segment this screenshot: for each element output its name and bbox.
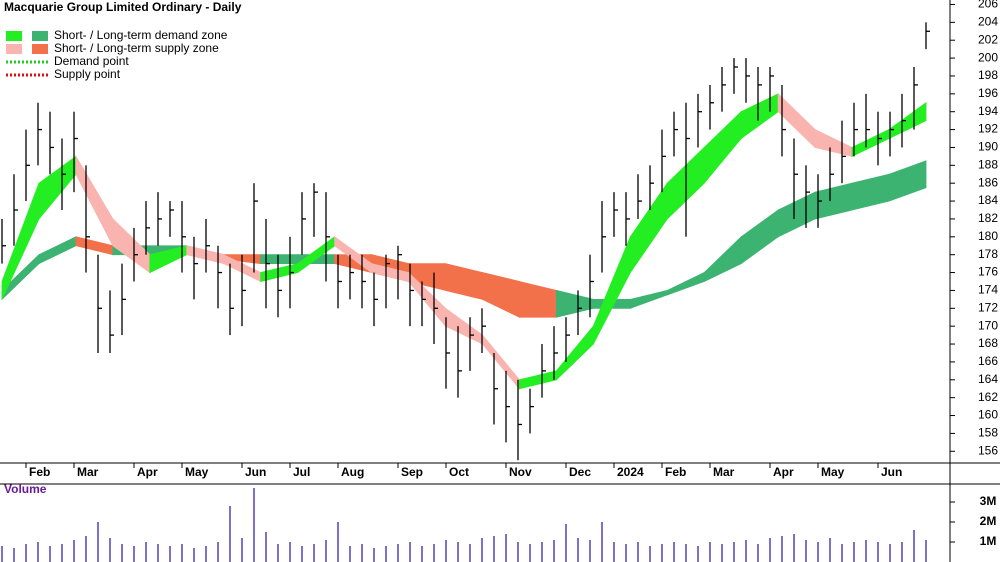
x-tick-label: Jul — [293, 465, 310, 479]
long-term-zone — [888, 160, 927, 202]
y-tick-label: 192 — [978, 122, 998, 136]
y-tick-label: 160 — [978, 408, 998, 422]
x-tick-label: Aug — [341, 465, 364, 479]
y-tick-label: 202 — [978, 32, 998, 46]
x-tick-label: Mar — [77, 465, 99, 479]
x-tick-label: Sep — [401, 465, 423, 479]
x-tick-label: Dec — [569, 465, 591, 479]
x-tick-label: Oct — [449, 465, 469, 479]
y-tick-label: 184 — [978, 193, 998, 207]
legend-swatch — [6, 44, 22, 54]
y-tick-label: 166 — [978, 354, 998, 368]
y-tick-label: 196 — [978, 86, 998, 100]
y-tick-label: 172 — [978, 300, 998, 314]
x-tick-label: Jun — [881, 465, 902, 479]
volume-title: Volume — [4, 482, 47, 496]
y-tick-label: 170 — [978, 318, 998, 332]
legend-label: Supply point — [54, 67, 121, 81]
y-tick-label: 188 — [978, 157, 998, 171]
y-tick-label: 200 — [978, 50, 998, 64]
y-tick-label: 206 — [978, 0, 998, 11]
y-tick-label: 190 — [978, 140, 998, 154]
y-tick-label: 180 — [978, 229, 998, 243]
y-tick-label: 178 — [978, 247, 998, 261]
y-tick-label: 174 — [978, 283, 998, 297]
y-tick-label: 156 — [978, 443, 998, 457]
y-tick-label: 194 — [978, 104, 998, 118]
x-tick-label: May — [821, 465, 845, 479]
x-tick-label: Feb — [665, 465, 686, 479]
y-tick-label: 164 — [978, 372, 998, 386]
legend-label: Short- / Long-term demand zone — [54, 28, 228, 42]
y-tick-label: 204 — [978, 15, 998, 29]
y-tick-label: 168 — [978, 336, 998, 350]
x-tick-label: May — [185, 465, 209, 479]
x-tick-label: Feb — [29, 465, 50, 479]
y-tick-label: 198 — [978, 68, 998, 82]
legend-label: Short- / Long-term supply zone — [54, 41, 219, 55]
x-tick-label: Nov — [509, 465, 532, 479]
legend-swatch — [6, 31, 22, 41]
x-tick-label: Apr — [137, 465, 158, 479]
chart-title: Macquarie Group Limited Ordinary - Daily — [4, 0, 242, 14]
y-tick-label: 162 — [978, 390, 998, 404]
y-tick-label: 158 — [978, 426, 998, 440]
legend-label: Demand point — [54, 54, 129, 68]
x-tick-label: Mar — [713, 465, 735, 479]
x-tick-label: Apr — [773, 465, 794, 479]
legend-swatch — [32, 44, 48, 54]
y-tick-label: 186 — [978, 175, 998, 189]
legend-swatch — [32, 31, 48, 41]
volume-tick-label: 3M — [980, 494, 997, 508]
x-tick-label: 2024 — [617, 465, 644, 479]
volume-tick-label: 1M — [980, 534, 997, 548]
y-tick-label: 176 — [978, 265, 998, 279]
x-tick-label: Jun — [245, 465, 266, 479]
volume-tick-label: 2M — [980, 514, 997, 528]
y-tick-label: 182 — [978, 211, 998, 225]
